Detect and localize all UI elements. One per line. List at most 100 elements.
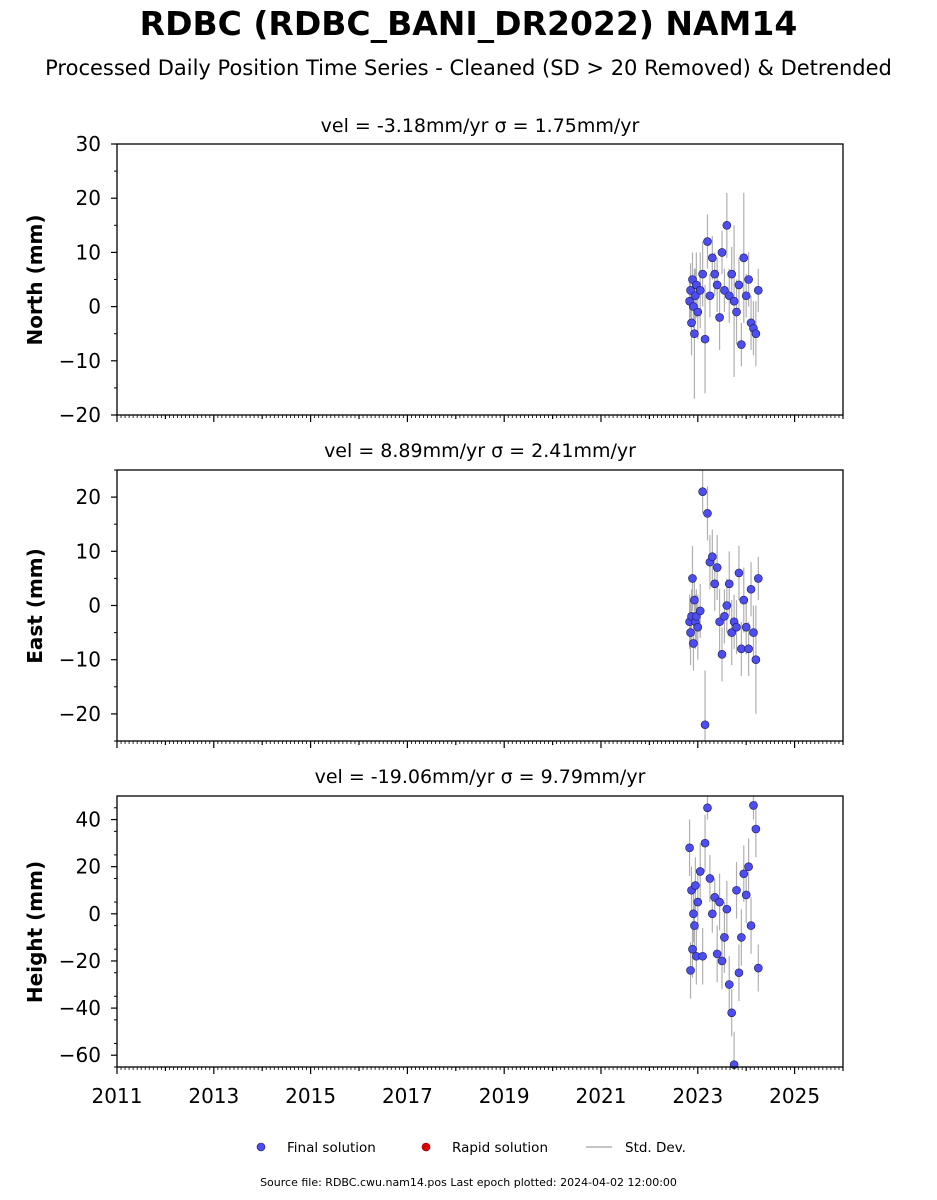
east-data-point: [710, 579, 720, 589]
north-data-point: [729, 296, 739, 306]
figure-title: RDBC (RDBC_BANI_DR2022) NAM14: [139, 4, 798, 43]
east-data-point: [744, 644, 753, 654]
height-data-point: [686, 966, 695, 975]
north-data-point: [717, 248, 727, 257]
height-plot-frame: [116, 795, 844, 1068]
figure-subtitle: Processed Daily Position Time Series - C…: [45, 56, 892, 80]
x-tick-label: 2019: [479, 1084, 530, 1108]
north-data-point: [690, 329, 699, 339]
height-data-point: [700, 838, 710, 848]
height-data-point: [732, 885, 741, 895]
east-data-point: [749, 628, 758, 637]
height-data-point: [734, 968, 744, 978]
north-data-point: [722, 221, 732, 230]
height-data-point: [689, 909, 698, 919]
height-y-tick-label: −20: [59, 949, 101, 973]
north-data-point: [710, 269, 720, 279]
height-y-tick-label: 40: [76, 808, 101, 832]
north-data-point: [753, 286, 763, 295]
east-data-point: [708, 552, 717, 562]
east-data-point: [693, 622, 703, 632]
east-y-tick-label: 10: [76, 539, 101, 563]
east-data-point: [695, 606, 705, 616]
north-data-point: [737, 340, 746, 349]
east-data-point: [700, 720, 710, 730]
east-data-point: [732, 622, 741, 632]
north-data-point: [708, 253, 717, 263]
north-data-point: [695, 286, 705, 295]
north-y-tick-label: 0: [88, 295, 101, 319]
height-data-point: [751, 824, 761, 834]
north-y-tick-label: −10: [59, 349, 101, 373]
east-data-point: [739, 595, 749, 605]
east-y-tick-label: −20: [59, 702, 101, 726]
north-data-point: [703, 237, 712, 246]
east-data-point: [720, 612, 729, 621]
east-y-tick-label: 0: [88, 594, 101, 618]
east-data-point: [724, 579, 734, 589]
east-panel-title: vel = 8.89mm/yr σ = 2.41mm/yr: [324, 440, 636, 462]
legend-final-label: Final solution: [287, 1140, 376, 1156]
north-data-point: [744, 275, 753, 284]
north-y-axis-label: North (mm): [23, 214, 47, 345]
east-data-point: [734, 568, 744, 578]
east-data-point: [688, 574, 697, 583]
x-tick-label: 2015: [285, 1084, 336, 1108]
height-y-tick-label: −60: [59, 1043, 101, 1067]
height-data-point: [739, 869, 749, 879]
height-data-point: [741, 890, 751, 900]
east-data-point: [746, 584, 756, 594]
height-y-tick-label: −40: [59, 996, 101, 1020]
north-y-tick-label: 30: [76, 132, 101, 156]
height-data-point: [690, 921, 699, 930]
height-y-tick-label: 20: [76, 855, 101, 879]
height-data-point: [717, 956, 727, 966]
height-data-point: [705, 874, 715, 883]
east-data-point: [703, 509, 712, 518]
north-data-point: [686, 286, 695, 295]
height-data-point: [749, 801, 758, 810]
east-data-point: [722, 601, 732, 610]
north-data-point: [691, 291, 700, 301]
height-data-point: [698, 951, 707, 961]
height-data-point: [712, 949, 722, 959]
east-data-point: [715, 617, 724, 627]
height-data-point: [746, 921, 756, 930]
height-data-point: [688, 944, 697, 954]
north-data-point: [698, 269, 707, 279]
x-tick-label: 2021: [576, 1084, 627, 1108]
east-data-point: [727, 628, 736, 637]
x-tick-label: 2017: [382, 1084, 433, 1108]
height-data-point: [685, 843, 694, 853]
height-panel-title: vel = -19.06mm/yr σ = 9.79mm/yr: [315, 766, 646, 788]
north-data-point: [687, 318, 696, 328]
north-data-point: [734, 280, 744, 290]
source-note: Source file: RDBC.cwu.nam14.pos Last epo…: [260, 1176, 677, 1189]
north-y-tick-label: −20: [59, 403, 101, 427]
legend-rapid-label: Rapid solution: [452, 1140, 548, 1156]
height-data-point: [693, 897, 703, 907]
east-y-tick-label: −10: [59, 648, 101, 672]
height-data-point: [720, 933, 729, 942]
north-data-point: [739, 253, 749, 263]
east-data-point: [698, 487, 707, 496]
height-data-point: [737, 933, 746, 942]
x-tick-label: 2023: [672, 1084, 723, 1108]
north-data-point: [715, 313, 724, 322]
height-data-point: [715, 897, 724, 907]
height-data-point: [708, 909, 717, 919]
north-y-tick-label: 20: [76, 186, 101, 210]
east-y-tick-label: 20: [76, 485, 101, 509]
height-data-point: [722, 904, 732, 914]
east-data-point: [712, 563, 722, 572]
north-data-point: [751, 329, 761, 339]
height-y-axis-label: Height (mm): [23, 861, 47, 1003]
x-tick-label: 2011: [92, 1084, 143, 1108]
height-data-point: [727, 1008, 736, 1018]
north-data-point: [727, 269, 736, 279]
north-data-point: [732, 307, 741, 317]
height-data-point: [753, 963, 763, 973]
east-y-axis-label: East (mm): [23, 548, 47, 664]
legend-std-label: Std. Dev.: [625, 1140, 686, 1156]
